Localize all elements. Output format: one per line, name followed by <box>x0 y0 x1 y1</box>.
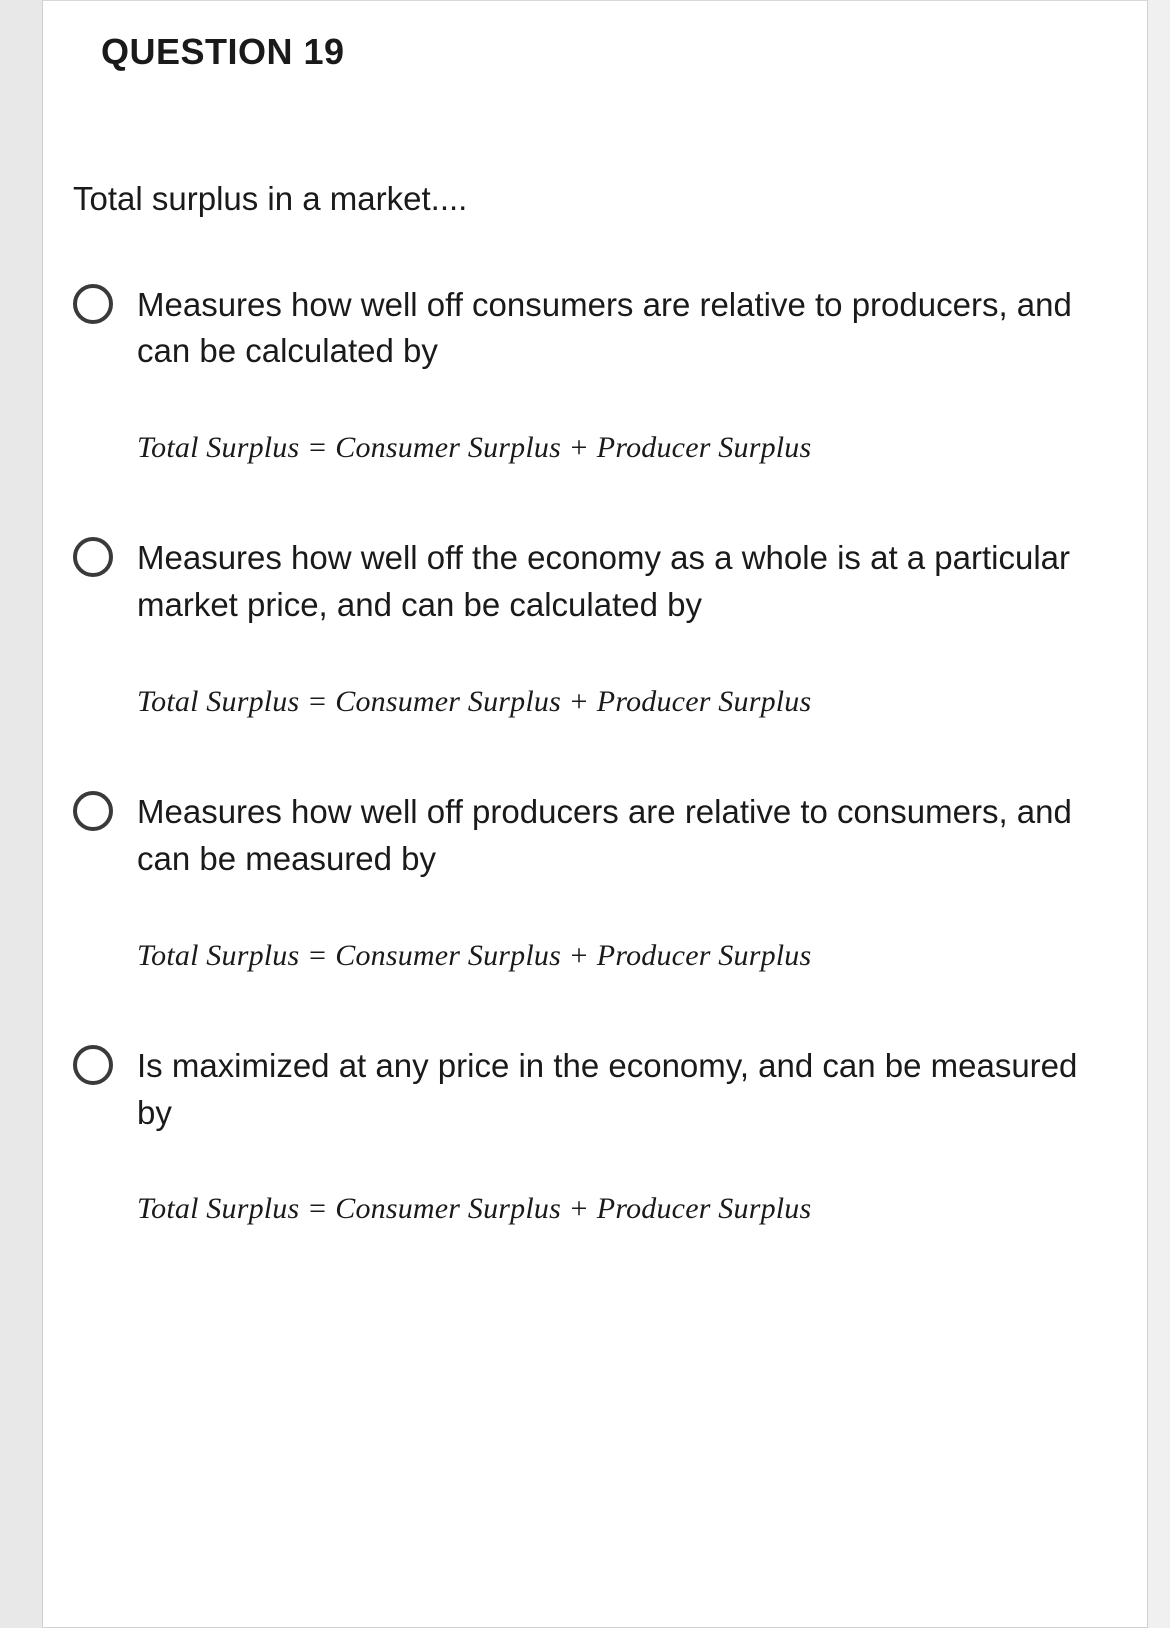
option-text: Measures how well off consumers are rela… <box>137 282 1117 376</box>
option-formula: Total Surplus = Consumer Surplus + Produ… <box>137 939 1117 973</box>
option-4[interactable]: Is maximized at any price in the economy… <box>73 1043 1117 1227</box>
question-stem: Total surplus in a market.... <box>43 73 1147 222</box>
question-title: QUESTION 19 <box>101 31 1147 73</box>
radio-icon[interactable] <box>73 791 113 831</box>
option-formula: Total Surplus = Consumer Surplus + Produ… <box>137 685 1117 719</box>
option-1[interactable]: Measures how well off consumers are rela… <box>73 282 1117 466</box>
option-body: Measures how well off the economy as a w… <box>137 535 1117 719</box>
option-formula: Total Surplus = Consumer Surplus + Produ… <box>137 1192 1117 1226</box>
option-2[interactable]: Measures how well off the economy as a w… <box>73 535 1117 719</box>
page-container: QUESTION 19 Total surplus in a market...… <box>0 0 1170 1628</box>
scrollbar-track[interactable] <box>1148 0 1170 1628</box>
option-text: Measures how well off producers are rela… <box>137 789 1117 883</box>
options-list: Measures how well off consumers are rela… <box>43 222 1147 1227</box>
radio-icon[interactable] <box>73 284 113 324</box>
radio-icon[interactable] <box>73 537 113 577</box>
option-body: Measures how well off producers are rela… <box>137 789 1117 973</box>
radio-icon[interactable] <box>73 1045 113 1085</box>
option-3[interactable]: Measures how well off producers are rela… <box>73 789 1117 973</box>
question-header: QUESTION 19 <box>43 1 1147 73</box>
question-card: QUESTION 19 Total surplus in a market...… <box>42 0 1148 1628</box>
option-formula: Total Surplus = Consumer Surplus + Produ… <box>137 431 1117 465</box>
option-text: Is maximized at any price in the economy… <box>137 1043 1117 1137</box>
option-body: Is maximized at any price in the economy… <box>137 1043 1117 1227</box>
option-text: Measures how well off the economy as a w… <box>137 535 1117 629</box>
option-body: Measures how well off consumers are rela… <box>137 282 1117 466</box>
